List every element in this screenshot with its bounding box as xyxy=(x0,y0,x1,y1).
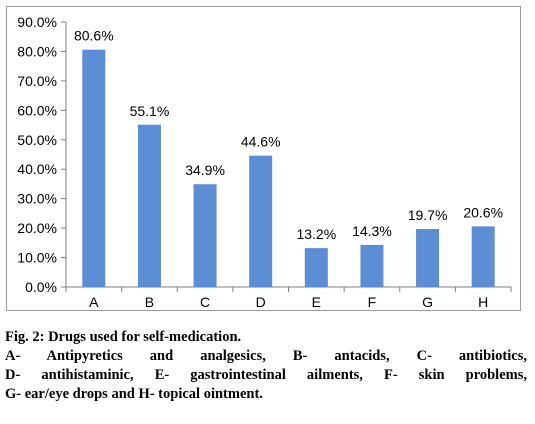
y-tick-label: 10.0% xyxy=(17,250,57,266)
data-label: 13.2% xyxy=(296,226,336,242)
data-label: 34.9% xyxy=(185,162,225,178)
data-label: 14.3% xyxy=(352,223,392,239)
data-label: 80.6% xyxy=(74,28,114,44)
data-label: 44.6% xyxy=(241,134,281,150)
y-tick-label: 70.0% xyxy=(17,73,57,89)
bar xyxy=(304,248,328,287)
bar xyxy=(360,244,384,287)
x-tick-label: H xyxy=(478,294,488,310)
bar-chart: 0.0% 10.0% 20.0% 30.0% 40.0% 50.0% 60.0% 70.0% 8… xyxy=(17,14,512,310)
data-label: 19.7% xyxy=(408,207,448,223)
y-tick-label: 0.0% xyxy=(25,279,57,295)
x-tick-label: E xyxy=(312,294,321,310)
caption-line-3: G- ear/eye drops and H- topical ointment… xyxy=(5,386,263,402)
x-tick-label: A xyxy=(89,294,99,310)
caption-line-1: A- Antipyretics and analgesics, B- antac… xyxy=(5,348,527,364)
figure-caption: Fig. 2: Drugs used for self-medication. … xyxy=(5,328,527,404)
caption-title: Fig. 2: Drugs used for self-medication. xyxy=(5,329,242,345)
caption-line-2: D- antihistaminic, E- gastrointestinal a… xyxy=(5,367,527,383)
y-tick-label: 60.0% xyxy=(17,102,57,118)
bar xyxy=(193,184,217,287)
x-tick-label: G xyxy=(422,294,433,310)
x-tick-label: F xyxy=(368,294,377,310)
x-tick-label: B xyxy=(145,294,154,310)
bar xyxy=(249,155,273,287)
bar xyxy=(471,226,495,287)
bar xyxy=(137,124,161,287)
bar xyxy=(82,49,106,287)
y-tick-label: 40.0% xyxy=(17,161,57,177)
data-label: 55.1% xyxy=(130,103,170,119)
data-label: 20.6% xyxy=(463,204,503,220)
x-tick-label: D xyxy=(256,294,266,310)
chart-frame: 0.0% 10.0% 20.0% 30.0% 40.0% 50.0% 60.0% 70.0% 8… xyxy=(6,6,521,311)
bar xyxy=(416,228,440,287)
y-tick-label: 80.0% xyxy=(17,43,57,59)
y-tick-label: 90.0% xyxy=(17,14,57,30)
y-tick-label: 30.0% xyxy=(17,191,57,207)
y-tick-label: 50.0% xyxy=(17,132,57,148)
x-tick-label: C xyxy=(200,294,210,310)
y-tick-label: 20.0% xyxy=(17,220,57,236)
